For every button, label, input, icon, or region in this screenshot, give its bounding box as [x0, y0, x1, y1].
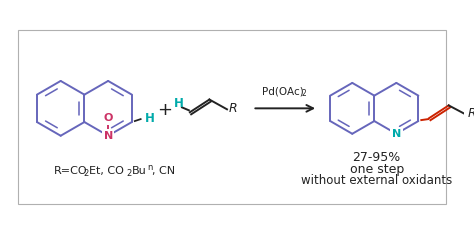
Text: one step: one step [350, 162, 404, 176]
Text: N: N [392, 129, 401, 139]
Text: H: H [174, 97, 184, 110]
Text: N: N [103, 131, 113, 141]
Text: 2: 2 [126, 169, 131, 178]
Text: H: H [145, 112, 155, 125]
Text: Bu: Bu [132, 166, 147, 176]
Text: Et, CO: Et, CO [89, 166, 124, 176]
Text: 27-95%: 27-95% [353, 151, 401, 164]
Text: R=CO: R=CO [54, 166, 87, 176]
Text: +: + [157, 101, 172, 119]
Text: n: n [147, 162, 152, 172]
Text: , CN: , CN [152, 166, 175, 176]
Bar [18, 30, 446, 204]
Text: R: R [467, 107, 474, 120]
Text: R: R [229, 102, 237, 115]
Text: without external oxidants: without external oxidants [301, 174, 452, 187]
Text: 2: 2 [83, 169, 89, 178]
Text: 2: 2 [302, 89, 307, 97]
Text: O: O [103, 113, 113, 123]
Text: Pd(OAc): Pd(OAc) [263, 87, 304, 97]
